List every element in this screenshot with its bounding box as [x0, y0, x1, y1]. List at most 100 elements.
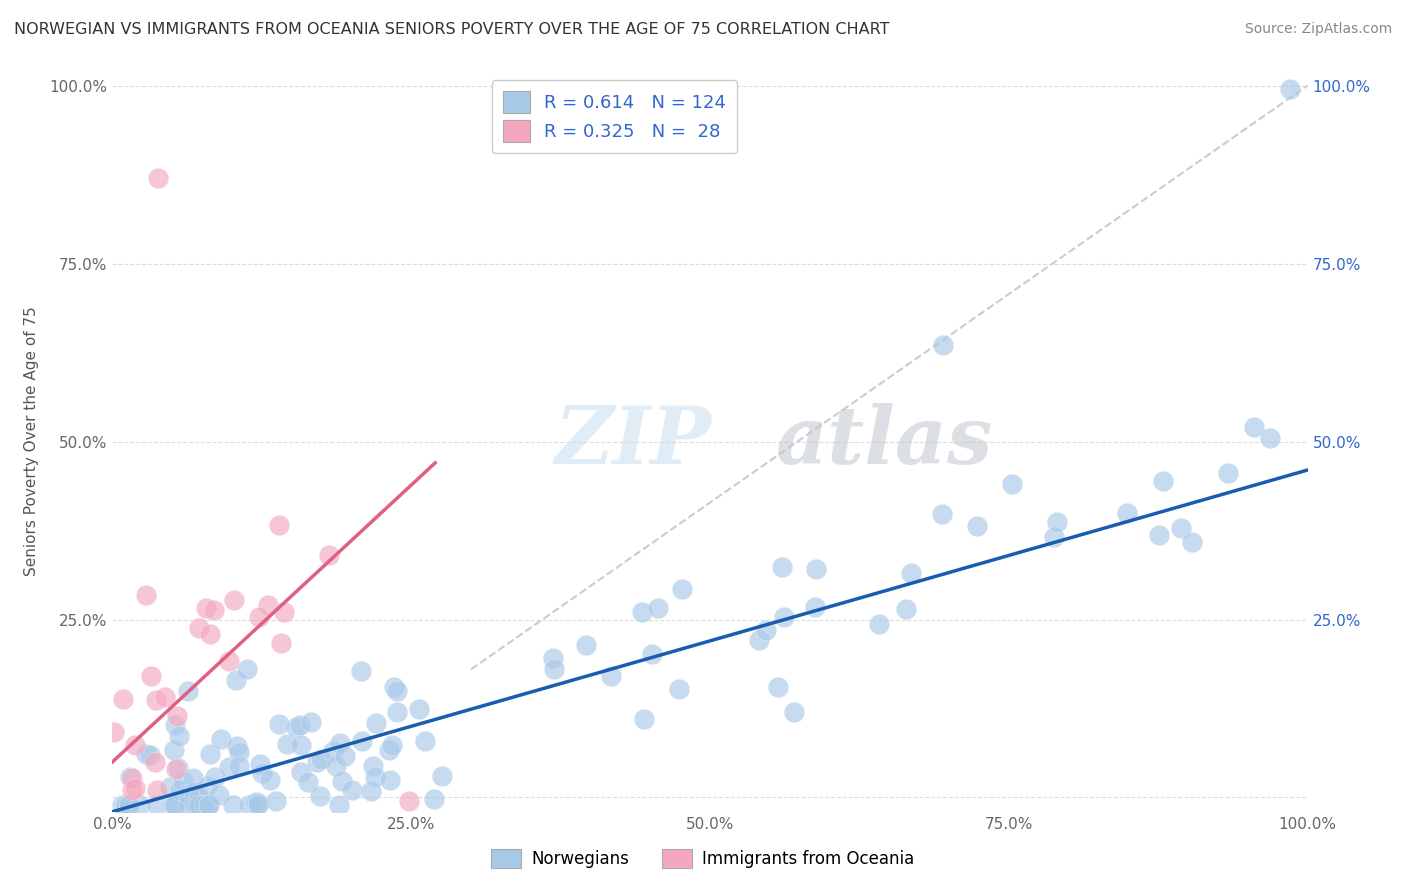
Point — [188, 789, 211, 804]
Point — [671, 582, 693, 597]
Point — [247, 797, 270, 811]
Point — [1043, 530, 1066, 544]
Point — [381, 738, 404, 752]
Point — [183, 785, 205, 799]
Point — [325, 759, 347, 773]
Point — [773, 610, 796, 624]
Point — [330, 774, 353, 789]
Point — [135, 588, 157, 602]
Point — [228, 745, 250, 759]
Point — [301, 714, 323, 729]
Text: NORWEGIAN VS IMMIGRANTS FROM OCEANIA SENIORS POVERTY OVER THE AGE OF 75 CORRELAT: NORWEGIAN VS IMMIGRANTS FROM OCEANIA SEN… — [14, 22, 890, 37]
Point — [770, 559, 793, 574]
Point — [630, 605, 652, 619]
Point — [1170, 521, 1192, 535]
Point — [177, 684, 200, 698]
Point — [195, 601, 218, 615]
Point — [222, 593, 245, 607]
Point — [165, 762, 187, 776]
Point — [129, 797, 152, 812]
Point — [783, 705, 806, 719]
Point — [900, 566, 922, 580]
Point — [250, 765, 273, 780]
Y-axis label: Seniors Poverty Over the Age of 75: Seniors Poverty Over the Age of 75 — [24, 307, 38, 576]
Point — [423, 792, 446, 806]
Point — [198, 747, 221, 762]
Point — [382, 680, 405, 694]
Point — [188, 621, 211, 635]
Point — [153, 690, 176, 704]
Point — [297, 775, 319, 789]
Point — [308, 789, 330, 804]
Point — [166, 709, 188, 723]
Point — [266, 794, 288, 808]
Point — [290, 738, 312, 752]
Point — [198, 627, 221, 641]
Legend: R = 0.614   N = 124, R = 0.325   N =  28: R = 0.614 N = 124, R = 0.325 N = 28 — [492, 80, 737, 153]
Point — [124, 780, 146, 795]
Point — [139, 748, 162, 763]
Point — [966, 519, 988, 533]
Point — [209, 732, 232, 747]
Point — [305, 756, 328, 770]
Point — [267, 518, 290, 533]
Point — [247, 797, 270, 812]
Point — [285, 720, 308, 734]
Point — [335, 748, 357, 763]
Point — [177, 787, 200, 801]
Point — [1181, 534, 1204, 549]
Point — [290, 718, 312, 732]
Point — [647, 600, 669, 615]
Point — [932, 338, 955, 352]
Point — [633, 712, 655, 726]
Text: atlas: atlas — [776, 403, 993, 480]
Point — [408, 702, 430, 716]
Point — [543, 662, 565, 676]
Point — [117, 797, 139, 812]
Point — [276, 737, 298, 751]
Point — [360, 784, 382, 798]
Point — [114, 797, 136, 812]
Point — [378, 743, 401, 757]
Point — [165, 718, 187, 732]
Point — [124, 738, 146, 752]
Point — [114, 797, 136, 812]
Point — [1278, 82, 1301, 96]
Point — [641, 647, 664, 661]
Point — [188, 797, 211, 812]
Point — [118, 770, 141, 784]
Point — [183, 797, 205, 812]
Point — [245, 795, 267, 809]
Point — [385, 705, 408, 719]
Point — [193, 797, 215, 812]
Point — [121, 771, 143, 785]
Point — [380, 772, 402, 787]
Point — [163, 797, 186, 812]
Point — [329, 736, 352, 750]
Point — [1216, 466, 1239, 480]
Legend: Norwegians, Immigrants from Oceania: Norwegians, Immigrants from Oceania — [485, 842, 921, 875]
Point — [575, 638, 598, 652]
Point — [259, 772, 281, 787]
Point — [318, 548, 340, 562]
Point — [145, 693, 167, 707]
Text: Source: ZipAtlas.com: Source: ZipAtlas.com — [1244, 22, 1392, 37]
Point — [167, 729, 190, 743]
Point — [309, 752, 332, 766]
Point — [328, 797, 350, 812]
Point — [143, 755, 166, 769]
Point — [111, 692, 134, 706]
Point — [290, 764, 312, 779]
Point — [177, 797, 200, 812]
Point — [228, 759, 250, 773]
Point — [1243, 420, 1265, 434]
Point — [249, 757, 271, 772]
Point — [183, 772, 205, 786]
Point — [226, 739, 249, 753]
Point — [868, 617, 890, 632]
Point — [118, 797, 141, 812]
Point — [198, 797, 221, 812]
Point — [115, 797, 138, 812]
Point — [169, 782, 191, 797]
Point — [385, 684, 408, 698]
